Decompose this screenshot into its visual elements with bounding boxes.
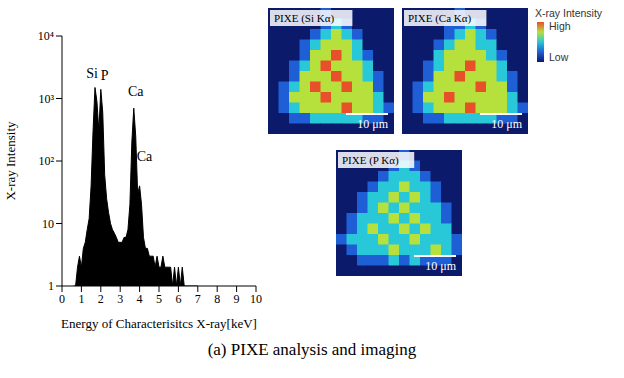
svg-text:8: 8 xyxy=(214,292,220,306)
svg-text:10: 10 xyxy=(250,292,262,306)
svg-text:4: 4 xyxy=(137,292,143,306)
svg-text:0: 0 xyxy=(59,292,65,306)
svg-text:1: 1 xyxy=(78,292,84,306)
svg-text:10 μm: 10 μm xyxy=(357,117,388,131)
svg-text:P: P xyxy=(101,68,109,83)
svg-text:10²: 10² xyxy=(38,154,54,168)
svg-text:3: 3 xyxy=(117,292,123,306)
svg-text:2: 2 xyxy=(98,292,104,306)
svg-text:9: 9 xyxy=(234,292,240,306)
svg-text:Si: Si xyxy=(86,66,98,81)
svg-text:10⁴: 10⁴ xyxy=(38,29,54,43)
svg-text:10 μm: 10 μm xyxy=(425,259,456,273)
svg-text:PIXE (Ca Kα): PIXE (Ca Kα) xyxy=(408,12,472,25)
svg-text:PIXE (Si Kα): PIXE (Si Kα) xyxy=(274,12,334,25)
svg-text:6: 6 xyxy=(175,292,181,306)
svg-text:10 μm: 10 μm xyxy=(491,117,522,131)
svg-text:X-ray Intensity: X-ray Intensity xyxy=(535,7,603,19)
svg-text:X-ray Intensity: X-ray Intensity xyxy=(3,121,18,201)
html-text:(a) PIXE analysis and imaging: (a) PIXE analysis and imaging xyxy=(207,340,417,359)
svg-text:Ca: Ca xyxy=(128,84,144,99)
svg-text:10³: 10³ xyxy=(38,92,54,106)
svg-text:Low: Low xyxy=(549,51,569,63)
svg-text:1: 1 xyxy=(48,279,54,293)
svg-text:Energy of Characterisitcs X-ra: Energy of Characterisitcs X-ray[keV] xyxy=(61,316,257,331)
svg-text:PIXE (P Kα): PIXE (P Kα) xyxy=(342,154,399,167)
svg-text:10: 10 xyxy=(42,217,54,231)
svg-text:Ca: Ca xyxy=(137,149,153,164)
svg-text:High: High xyxy=(549,20,571,32)
svg-text:7: 7 xyxy=(195,292,201,306)
svg-text:5: 5 xyxy=(156,292,162,306)
